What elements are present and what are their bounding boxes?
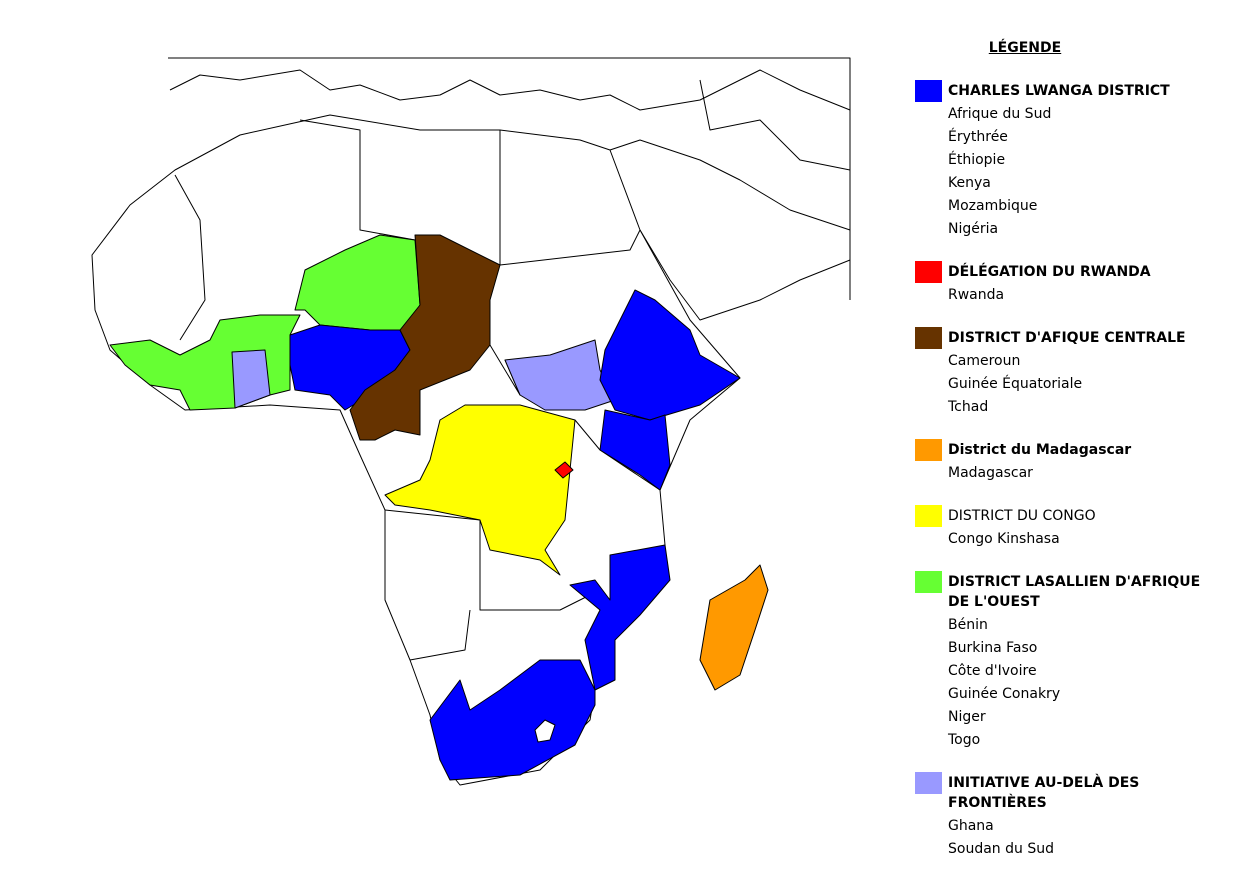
legend-text: DISTRICT LASALLIEN D'AFRIQUE DE L'OUEST B… xyxy=(948,571,1213,752)
region xyxy=(599,289,741,421)
border xyxy=(499,130,641,266)
outlines xyxy=(168,57,851,321)
legend-swatch xyxy=(915,80,942,102)
legend: LÉGENDE CHARLES LWANGA DISTRICT Afrique d… xyxy=(915,40,1235,881)
border xyxy=(384,509,601,611)
group-item: Côte d'Ivoire xyxy=(948,663,1037,679)
region xyxy=(599,409,671,491)
group-item: Afrique du Sud xyxy=(948,106,1052,122)
group-name: District du Madagascar xyxy=(948,442,1132,458)
group-name: DISTRICT D'AFIQUE CENTRALE xyxy=(948,330,1186,346)
legend-group: INITIATIVE AU-DELÀ DES FRONTIÈRES Ghana So… xyxy=(915,772,1235,861)
group-item: Nigéria xyxy=(948,221,999,237)
lesotho xyxy=(534,719,556,743)
group-item: Érythrée xyxy=(948,129,1008,145)
group-item: Ghana xyxy=(948,818,994,834)
legend-swatch xyxy=(915,505,942,527)
group-item: Guinée Conakry xyxy=(948,686,1061,702)
frame xyxy=(168,57,851,300)
legend-swatch xyxy=(915,439,942,461)
group-item: Bénin xyxy=(948,617,988,633)
region xyxy=(384,404,576,576)
group-item: Guinée Équatoriale xyxy=(948,376,1083,392)
middle-east xyxy=(699,79,851,171)
group-name: DISTRICT DU CONGO xyxy=(948,508,1096,524)
legend-group: DÉLÉGATION DU RWANDA Rwanda xyxy=(915,261,1235,307)
group-name: DISTRICT LASALLIEN D'AFRIQUE DE L'OUEST xyxy=(948,574,1201,610)
region xyxy=(231,349,271,409)
group-item: Burkina Faso xyxy=(948,640,1038,656)
group-item: Soudan du Sud xyxy=(948,841,1054,857)
legend-title: LÉGENDE xyxy=(988,40,1062,56)
group-item: Niger xyxy=(948,709,986,725)
legend-group: DISTRICT DU CONGO Congo Kinshasa xyxy=(915,505,1235,551)
group-name: INITIATIVE AU-DELÀ DES FRONTIÈRES xyxy=(948,775,1140,811)
border xyxy=(409,609,471,661)
legend-text: DISTRICT D'AFIQUE CENTRALE Cameroun Guinée… xyxy=(948,327,1213,419)
legend-swatch xyxy=(915,327,942,349)
region xyxy=(569,544,671,691)
legend-groups: CHARLES LWANGA DISTRICT Afrique du Sud Éry… xyxy=(915,80,1235,861)
border xyxy=(174,174,206,341)
legend-group: CHARLES LWANGA DISTRICT Afrique du Sud Éry… xyxy=(915,80,1235,241)
region xyxy=(699,564,769,691)
group-item: Mozambique xyxy=(948,198,1038,214)
legend-swatch xyxy=(915,571,942,593)
group-item: Congo Kinshasa xyxy=(948,531,1060,547)
europe-coast xyxy=(169,69,851,111)
region xyxy=(554,461,574,479)
group-item: Cameroun xyxy=(948,353,1021,369)
group-item: Éthiopie xyxy=(948,152,1006,168)
regions xyxy=(109,234,769,781)
region xyxy=(429,659,596,781)
border xyxy=(299,119,416,241)
group-item: Madagascar xyxy=(948,465,1033,481)
group-name: DÉLÉGATION DU RWANDA xyxy=(948,264,1151,280)
legend-swatch xyxy=(915,772,942,794)
map xyxy=(91,57,851,786)
legend-group: DISTRICT D'AFIQUE CENTRALE Cameroun Guinée… xyxy=(915,327,1235,419)
arabia-south xyxy=(639,229,851,321)
group-name: CHARLES LWANGA DISTRICT xyxy=(948,83,1170,99)
group-item: Rwanda xyxy=(948,287,1005,303)
arabia-coast xyxy=(609,139,851,231)
legend-text: DISTRICT DU CONGO Congo Kinshasa xyxy=(948,505,1213,551)
legend-text: DÉLÉGATION DU RWANDA Rwanda xyxy=(948,261,1213,307)
legend-group: DISTRICT LASALLIEN D'AFRIQUE DE L'OUEST B… xyxy=(915,571,1235,752)
legend-text: District du Madagascar Madagascar xyxy=(948,439,1213,485)
legend-swatch xyxy=(915,261,942,283)
legend-text: CHARLES LWANGA DISTRICT Afrique du Sud Éry… xyxy=(948,80,1213,241)
legend-text: INITIATIVE AU-DELÀ DES FRONTIÈRES Ghana So… xyxy=(948,772,1213,861)
group-item: Togo xyxy=(948,732,981,748)
group-item: Tchad xyxy=(948,399,989,415)
region xyxy=(349,234,501,441)
legend-group: District du Madagascar Madagascar xyxy=(915,439,1235,485)
group-item: Kenya xyxy=(948,175,991,191)
